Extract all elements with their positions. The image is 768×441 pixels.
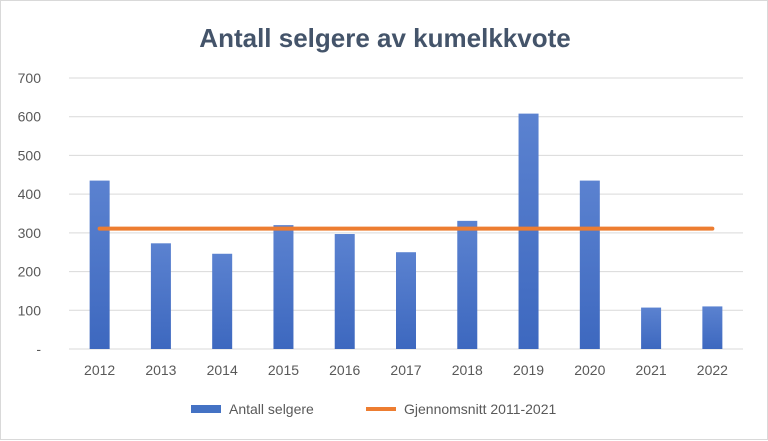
y-tick-label: 400: [18, 186, 42, 202]
legend-label-bars: Antall selgere: [229, 401, 314, 417]
x-tick-label: 2019: [513, 362, 544, 378]
bar-2019: [518, 113, 539, 349]
y-tick-label: 300: [18, 225, 42, 241]
bar-2020: [579, 180, 600, 349]
bar-2014: [212, 253, 233, 349]
y-tick-label: 200: [18, 264, 42, 280]
bar-2018: [457, 220, 478, 349]
x-tick-label: 2017: [390, 362, 421, 378]
x-tick-label: 2021: [636, 362, 667, 378]
x-tick-label: 2015: [268, 362, 299, 378]
x-tick-label: 2013: [145, 362, 176, 378]
bar-2012: [89, 180, 110, 349]
bar-2017: [396, 252, 416, 349]
x-tick-label: 2020: [574, 362, 605, 378]
legend-bar-swatch: [191, 405, 221, 413]
bar-2015: [273, 225, 294, 349]
y-tick-label: 700: [18, 70, 42, 86]
bar-2016: [334, 234, 355, 349]
x-tick-label: 2016: [329, 362, 360, 378]
bar-2022: [702, 306, 723, 349]
x-tick-label: 2018: [452, 362, 483, 378]
y-tick-label: 600: [18, 109, 42, 125]
bar-2013: [150, 243, 171, 349]
x-tick-label: 2022: [697, 362, 728, 378]
y-tick-label: 500: [18, 147, 42, 163]
y-tick-label: 100: [18, 302, 42, 318]
x-tick-label: 2014: [207, 362, 238, 378]
chart-title: Antall selgere av kumelkkvote: [199, 23, 570, 53]
legend-label-average: Gjennomsnitt 2011-2021: [404, 401, 556, 417]
bar-2021: [641, 307, 662, 349]
x-tick-label: 2012: [84, 362, 115, 378]
y-tick-label: -: [36, 341, 41, 357]
